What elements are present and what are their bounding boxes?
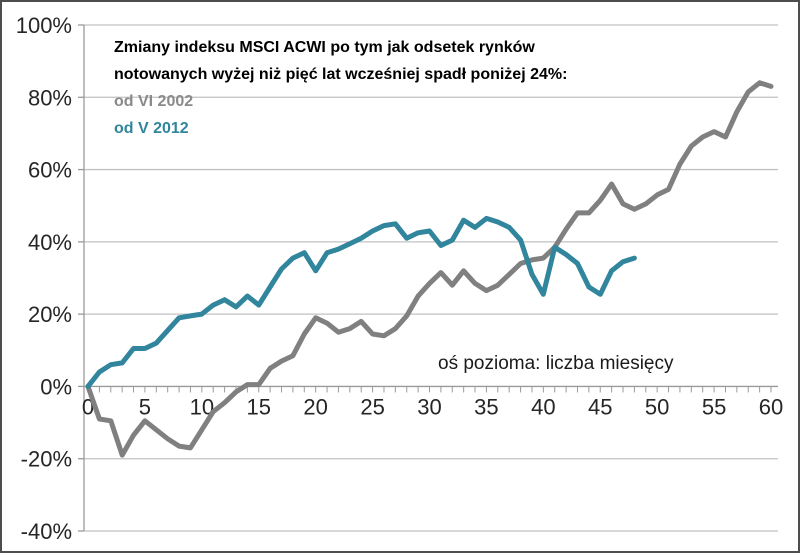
y-tick-label: 0%: [40, 374, 72, 399]
y-tick-label: 80%: [28, 85, 72, 110]
series-line-od-V-2012: [85, 215, 637, 389]
chart-title-block: Zmiany indeksu MSCI ACWI po tym jak odse…: [114, 34, 567, 142]
x-tick-label: 30: [417, 394, 441, 419]
y-tick-label: 60%: [28, 158, 72, 183]
x-tick-label: 35: [474, 394, 498, 419]
y-tick-label: -40%: [21, 519, 72, 544]
chart-title-line1: Zmiany indeksu MSCI ACWI po tym jak odse…: [114, 39, 535, 56]
y-tick-label: 20%: [28, 302, 72, 327]
x-tick-label: 20: [303, 394, 327, 419]
y-tick-label: -20%: [21, 447, 72, 472]
x-tick-label: 60: [759, 394, 783, 419]
y-tick-label: 100%: [16, 13, 72, 38]
x-tick-label: 55: [702, 394, 726, 419]
x-tick-label: 50: [645, 394, 669, 419]
series-line-od-VI-2002: [85, 80, 774, 458]
x-axis-annotation: oś pozioma: liczba miesięcy: [438, 353, 674, 374]
legend-item-gray: od VI 2002: [114, 93, 194, 110]
chart-title-line2: notowanych wyżej niż pięć lat wcześniej …: [114, 66, 568, 83]
x-tick-label: 45: [588, 394, 612, 419]
y-tick-label: 40%: [28, 230, 72, 255]
legend-item-teal: od V 2012: [114, 120, 189, 137]
x-tick-label: 40: [531, 394, 555, 419]
x-tick-label: 5: [139, 394, 151, 419]
x-tick-label: 15: [247, 394, 271, 419]
x-tick-label: 25: [360, 394, 384, 419]
